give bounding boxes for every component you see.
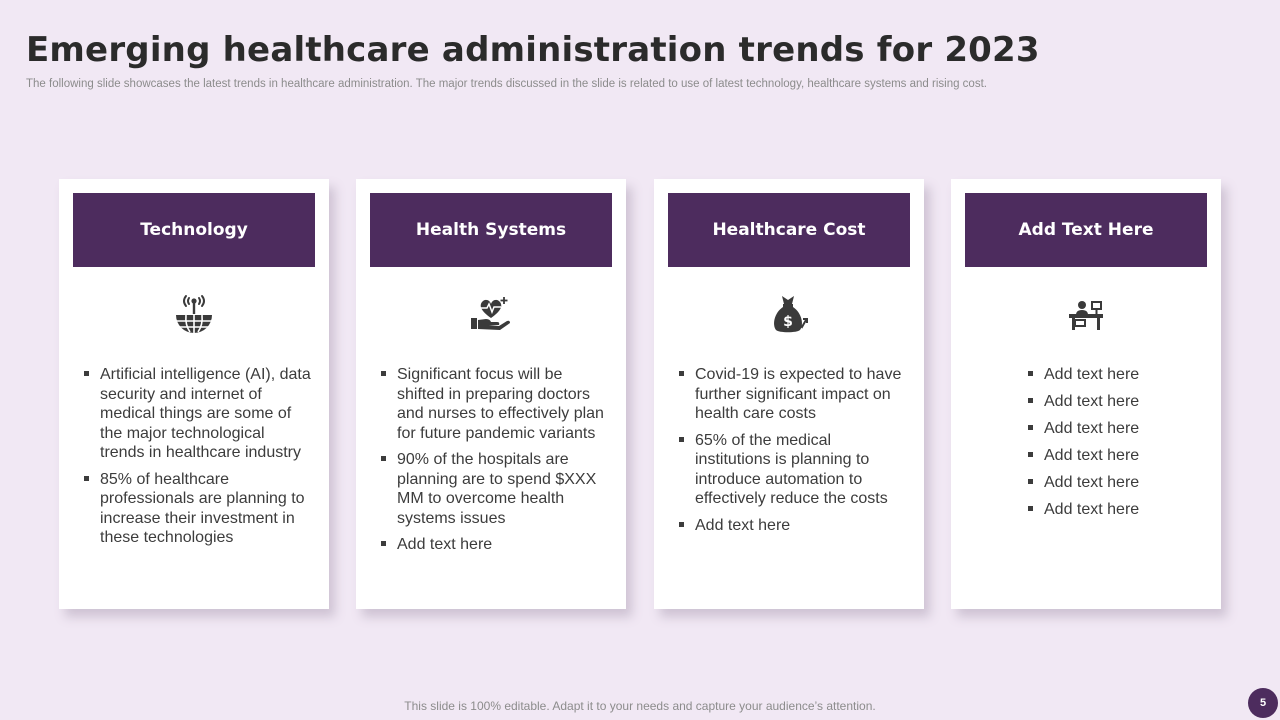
bullet-item: Add text here	[1025, 500, 1203, 520]
bullet-list: Covid-19 is expected to have further sig…	[676, 365, 906, 542]
card-heading: Healthcare Cost	[668, 193, 910, 267]
money-bag-icon: $	[764, 289, 814, 339]
bullet-item: Add text here	[1025, 365, 1203, 385]
bullet-item: Covid-19 is expected to have further sig…	[676, 365, 906, 424]
desk-person-icon	[1061, 289, 1111, 339]
card-heading: Add Text Here	[965, 193, 1207, 267]
page-number-badge: 5	[1248, 688, 1278, 718]
heart-hand-icon	[466, 289, 516, 339]
slide-subtitle: The following slide showcases the latest…	[26, 78, 987, 90]
bullet-item: Artificial intelligence (AI), data secur…	[81, 365, 311, 463]
bullet-item: Add text here	[1025, 446, 1203, 466]
card-healthcare-cost: Healthcare Cost $ Covid-19 is expected t…	[654, 179, 924, 609]
card-heading: Health Systems	[370, 193, 612, 267]
card-heading: Technology	[73, 193, 315, 267]
svg-text:$: $	[783, 314, 793, 330]
bullet-item: Add text here	[378, 535, 608, 555]
bullet-item: Add text here	[1025, 419, 1203, 439]
slide-footer: This slide is 100% editable. Adapt it to…	[404, 699, 876, 713]
card-health-systems: Health Systems Significant focus will be…	[356, 179, 626, 609]
bullet-item: Add text here	[1025, 473, 1203, 493]
bullet-item: Add text here	[1025, 392, 1203, 412]
bullet-item: 90% of the hospitals are planning are to…	[378, 450, 608, 528]
bullet-item: Significant focus will be shifted in pre…	[378, 365, 608, 443]
card-add-text: Add Text Here Add text here Add text her…	[951, 179, 1221, 609]
network-globe-icon	[169, 289, 219, 339]
card-technology: Technology Artificial intelligence (AI),…	[59, 179, 329, 609]
bullet-list: Add text here Add text here Add text her…	[1025, 365, 1203, 527]
bullet-item: Add text here	[676, 516, 906, 536]
bullet-item: 85% of healthcare professionals are plan…	[81, 470, 311, 548]
bullet-item: 65% of the medical institutions is plann…	[676, 431, 906, 509]
slide-title: Emerging healthcare administration trend…	[26, 30, 1040, 70]
bullet-list: Artificial intelligence (AI), data secur…	[81, 365, 311, 555]
bullet-list: Significant focus will be shifted in pre…	[378, 365, 608, 562]
